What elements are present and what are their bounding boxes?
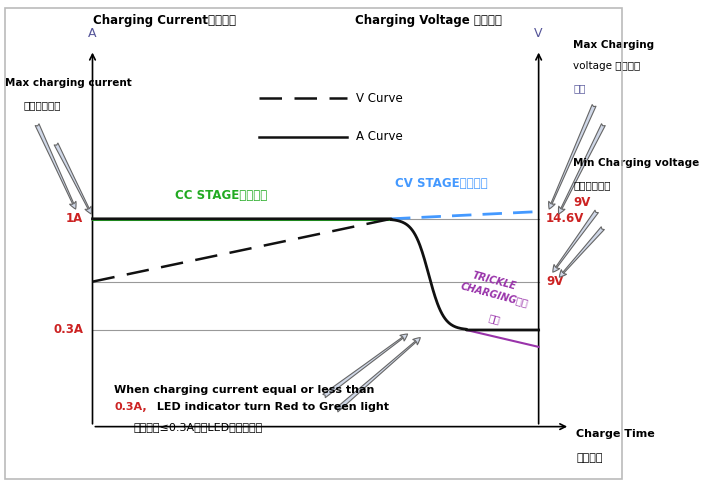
Text: TRICKLE: TRICKLE	[472, 270, 518, 291]
Text: 电压: 电压	[573, 83, 586, 93]
Text: CC STAGE恒流阶段: CC STAGE恒流阶段	[175, 189, 268, 202]
Text: LED indicator turn Red to Green light: LED indicator turn Red to Green light	[154, 402, 389, 412]
Text: A: A	[88, 27, 97, 40]
Text: 9V: 9V	[573, 196, 590, 209]
Text: 14.6V: 14.6V	[546, 212, 585, 226]
Text: Charge Time: Charge Time	[576, 429, 655, 439]
Text: 1A: 1A	[66, 212, 83, 226]
Text: 9V: 9V	[546, 275, 564, 288]
Text: V: V	[535, 27, 543, 40]
Text: Min Charging voltage: Min Charging voltage	[573, 158, 700, 168]
Text: 0.3A,: 0.3A,	[115, 402, 147, 412]
Text: When charging current equal or less than: When charging current equal or less than	[115, 385, 375, 395]
Text: 0.3A: 0.3A	[53, 324, 83, 336]
Text: Max Charging: Max Charging	[573, 40, 654, 50]
Text: V Curve: V Curve	[356, 91, 403, 104]
Text: CV STAGE恒压阶段: CV STAGE恒压阶段	[395, 177, 488, 190]
Text: Charging Voltage 充电电压: Charging Voltage 充电电压	[355, 14, 502, 27]
Text: CHARGING消逐: CHARGING消逐	[459, 280, 530, 308]
Text: voltage 最大充电: voltage 最大充电	[573, 61, 641, 71]
Text: 充电时间: 充电时间	[576, 453, 603, 463]
Text: Max charging current: Max charging current	[4, 78, 131, 88]
Text: A Curve: A Curve	[356, 130, 403, 143]
Text: 最大充电电流: 最大充电电流	[23, 100, 61, 110]
Text: 最小充电电压: 最小充电电压	[573, 180, 611, 190]
Text: 充电电流≤0.3A时，LED红灯转绻灯: 充电电流≤0.3A时，LED红灯转绻灯	[133, 422, 263, 433]
Text: 阶段: 阶段	[488, 312, 501, 325]
Text: Charging Current充电电流: Charging Current充电电流	[93, 14, 236, 27]
